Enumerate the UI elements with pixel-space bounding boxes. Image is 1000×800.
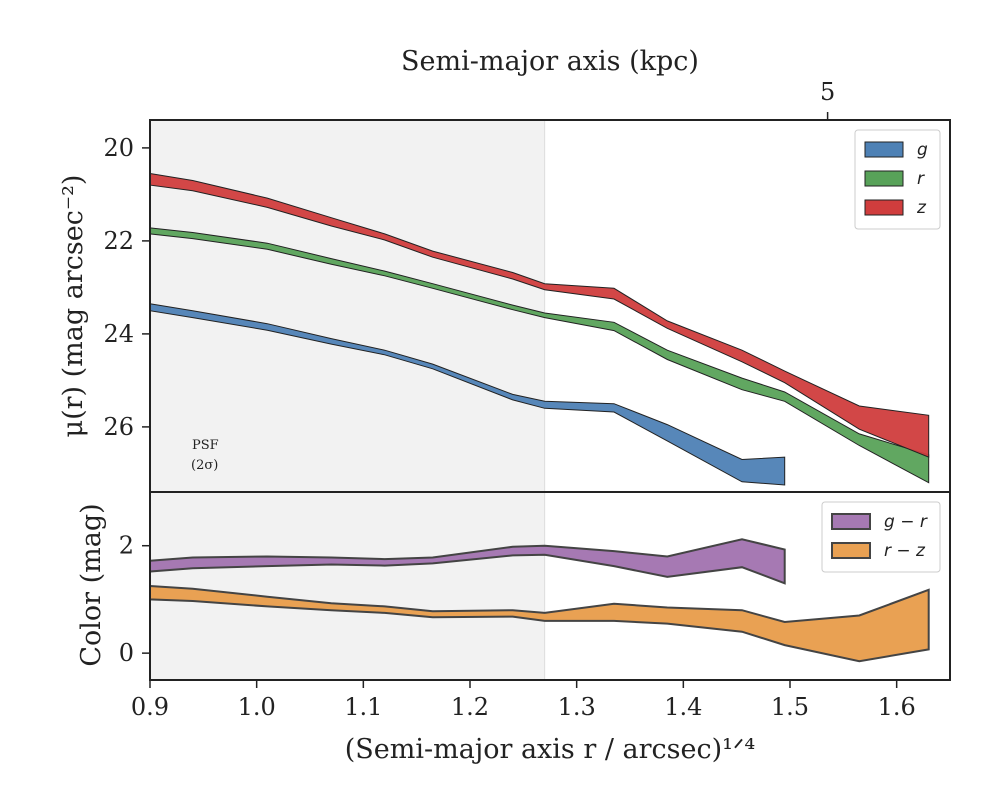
top-y-tick-label: 26 [103, 413, 134, 441]
bottom-y-tick-label: 0 [119, 639, 134, 667]
bottom-psf-shaded-region [150, 492, 545, 680]
surface-brightness-panel: 202224265102030grz [103, 78, 951, 493]
band-g−r [149, 538, 786, 585]
band-r−z [149, 584, 930, 663]
psf-annotation-line1: PSF [192, 438, 219, 453]
color-panel: 0 2 0.9 1.0 1.1 1.2 1.3 1.4 1.5 1.6 g − r r − z [119, 491, 951, 721]
x-tick-label: 0.9 [131, 693, 169, 721]
x-tick-label: 1.1 [344, 693, 382, 721]
band-z [149, 172, 930, 458]
top-axis-title: Semi-major axis (kpc) [401, 46, 699, 77]
bottom-panel-frame [149, 491, 951, 681]
band-r [149, 227, 930, 484]
legend-label: r − z [884, 541, 926, 561]
bottom-y-tick-label: 2 [119, 532, 134, 560]
top-psf-shaded-region [150, 120, 545, 492]
x-tick-label: 1.4 [664, 693, 702, 721]
band-g [149, 303, 786, 486]
legend-label: g − r [884, 512, 928, 532]
bottom-y-axis-title: Color (mag) [76, 503, 107, 666]
psf-annotation-line2: (2σ) [191, 458, 218, 473]
x-tick-label: 1.0 [238, 693, 276, 721]
x-tick-label: 1.3 [558, 693, 596, 721]
top-y-tick-label: 24 [103, 320, 134, 348]
x-tick-label: 1.2 [451, 693, 489, 721]
legend-swatch [831, 513, 871, 530]
legend-label-g: g [917, 140, 928, 160]
legend-swatch-z [864, 199, 904, 216]
top-legend: grz [854, 129, 941, 230]
bottom-legend: g − r r − z [821, 501, 941, 573]
top-y-tick-label: 20 [103, 134, 134, 162]
top-y-tick-label: 22 [103, 227, 134, 255]
legend-swatch-g [864, 141, 904, 158]
legend-swatch [831, 542, 871, 559]
legend-label-r: r [917, 169, 925, 189]
legend-label-z: z [916, 198, 927, 218]
top-y-axis-title: μ(r) (mag arcsec⁻²) [58, 175, 89, 438]
x-tick-label: 1.5 [771, 693, 809, 721]
x-axis-title: (Semi-major axis r / arcsec)¹ᐟ⁴ [345, 734, 755, 765]
top-x-tick-label: 5 [820, 78, 835, 106]
legend-swatch-r [864, 170, 904, 187]
x-tick-label: 1.6 [878, 693, 916, 721]
